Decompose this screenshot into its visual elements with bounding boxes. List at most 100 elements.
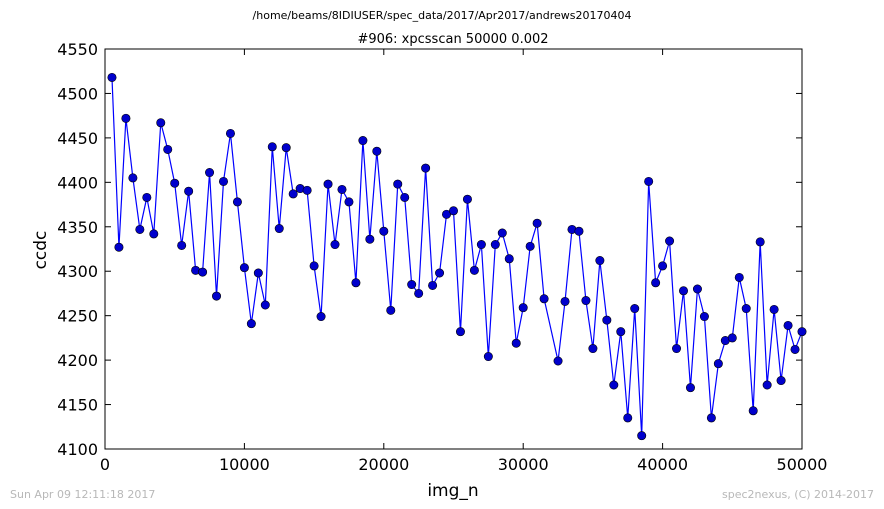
data-point [386,305,396,315]
data-point [469,265,479,275]
x-tick-label: 40000 [637,455,688,474]
data-point [400,192,410,202]
data-point [741,304,751,314]
data-point [497,228,507,238]
data-point [748,406,758,416]
chart-title: #906: xpcsscan 50000 0.002 [357,32,548,47]
data-point [623,413,633,423]
data-point [448,206,458,216]
data-point [198,267,208,277]
footer-timestamp: Sun Apr 09 12:11:18 2017 [10,488,155,501]
data-point [518,303,528,313]
data-point [699,312,709,322]
data-point [365,234,375,244]
data-point [184,186,194,196]
data-point [727,333,737,343]
data-point [616,327,626,337]
data-point [232,197,242,207]
data-point [246,319,256,329]
data-point [581,296,591,306]
data-point [769,304,779,314]
y-tick-label: 4250 [57,307,98,326]
data-point [734,272,744,282]
data-point [372,146,382,156]
x-axis-label: img_n [427,481,478,501]
data-point [379,226,389,236]
data-point [323,179,333,189]
data-point [755,237,765,247]
data-point [483,352,493,362]
data-point [121,113,131,123]
data-point [532,218,542,228]
data-point [170,178,180,188]
series-line [111,77,803,436]
x-tick-label: 50000 [777,455,828,474]
data-point [790,344,800,354]
data-point [588,344,598,354]
y-tick-label: 4450 [57,129,98,148]
data-point [602,315,612,325]
data-point [651,278,661,288]
data-point [107,72,117,82]
data-point [658,261,668,271]
y-tick-label: 4500 [57,84,98,103]
data-point [128,173,138,183]
data-point [525,241,535,251]
data-point [156,118,166,128]
data-point [539,294,549,304]
data-point [393,179,403,189]
data-point [205,168,215,178]
data-point [302,185,312,195]
data-point [225,128,235,138]
data-point [239,263,249,273]
figure-path-title: /home/beams/8IDIUSER/spec_data/2017/Apr2… [253,9,632,22]
data-point [358,136,368,146]
data-point [114,242,124,252]
data-point [316,312,326,322]
y-tick-label: 4350 [57,218,98,237]
plot-area: 0 10000 20000 30000 40000 50000 4100 4150 4200 42… [57,40,827,474]
x-tick-label: 0 [100,455,110,474]
data-point [762,380,772,390]
data-point [407,280,417,290]
data-point [713,359,723,369]
data-point [218,176,228,186]
data-point [414,288,424,298]
y-tick-label: 4200 [57,351,98,370]
data-point [344,197,354,207]
data-point [253,268,263,278]
data-point [351,278,361,288]
data-point [644,176,654,186]
y-axis-label: ccdc [31,231,51,270]
data-point [665,236,675,246]
data-point [260,300,270,310]
y-tick-label: 4100 [57,440,98,459]
data-point [212,291,222,301]
data-point [692,284,702,294]
data-point [337,184,347,194]
data-point [560,296,570,306]
data-point [149,229,159,239]
data-point [706,413,716,423]
data-point [163,144,173,154]
data-point [442,209,452,219]
data-point [135,224,145,234]
x-tick-label: 10000 [219,455,270,474]
data-point [267,142,277,152]
data-point [595,256,605,266]
data-point [177,240,187,250]
data-point [672,344,682,354]
data-point [288,189,298,199]
data-point [330,240,340,250]
data-point [637,431,647,441]
data-point [685,383,695,393]
data-point [574,226,584,236]
data-point [142,192,152,202]
footer-credit: spec2nexus, (C) 2014-2017 [722,488,874,501]
y-tick-label: 4150 [57,396,98,415]
y-tick-label: 4400 [57,173,98,192]
data-point [462,194,472,204]
data-point [309,261,319,271]
y-tick-label: 4550 [57,40,98,59]
